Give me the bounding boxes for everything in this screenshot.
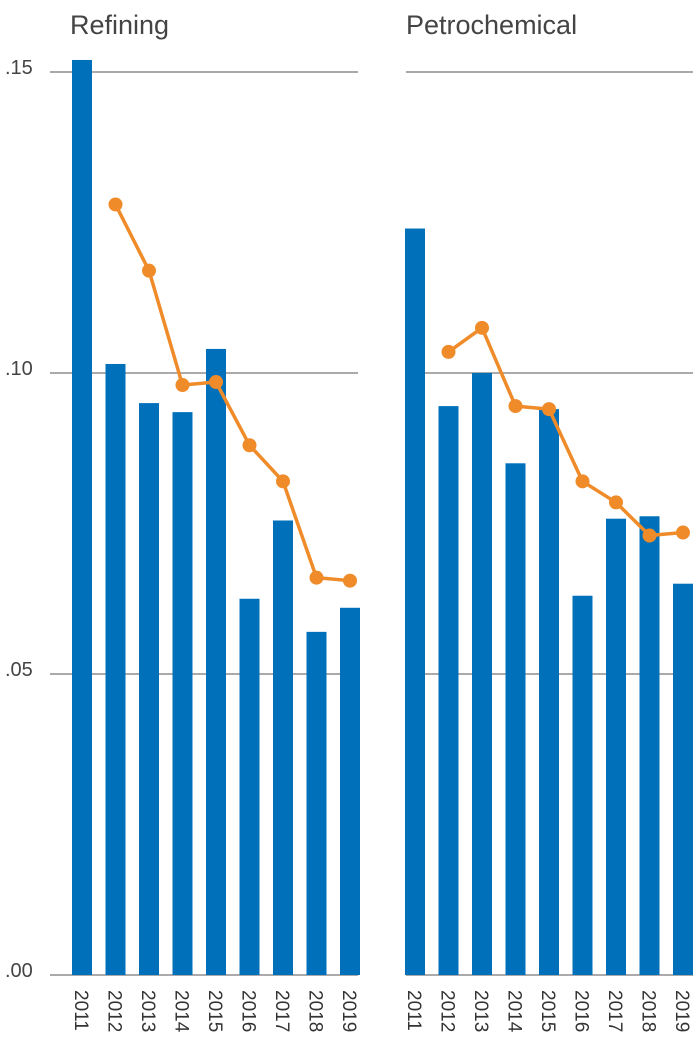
bar-2012: [105, 363, 126, 976]
lines-layer: [108, 197, 690, 588]
line-point-2016: [242, 438, 257, 453]
line-point-2019: [676, 525, 690, 540]
x-tick-label: 2011: [403, 990, 424, 1031]
x-tick-label: 2018: [305, 990, 326, 1032]
line-point-2014: [508, 399, 523, 414]
x-tick-label: 2013: [470, 990, 491, 1032]
bar-2016: [239, 598, 260, 975]
x-tick-label: 2015: [537, 990, 558, 1032]
y-tick-label: .10: [5, 358, 33, 380]
x-tick-label: 2014: [504, 990, 525, 1033]
x-tick-label: 2017: [271, 990, 292, 1032]
bar-2011: [72, 59, 92, 975]
trend-line: [113, 203, 351, 583]
panel-title: Petrochemical: [406, 10, 577, 40]
bar-2019: [673, 583, 693, 975]
x-tick-label: 2014: [171, 990, 192, 1033]
line-point-2013: [475, 320, 489, 335]
line-point-2017: [609, 495, 623, 510]
panel-title: Refining: [70, 10, 169, 40]
x-tick-label: 2012: [104, 990, 125, 1032]
bar-2018: [639, 516, 660, 975]
line-point-2015: [209, 375, 223, 390]
line-point-2018: [642, 528, 657, 543]
bar-2019: [340, 607, 360, 975]
line-point-2014: [175, 378, 190, 393]
bar-2016: [572, 595, 593, 975]
bar-2013: [472, 373, 492, 975]
bar-2017: [273, 520, 293, 975]
line-point-2012: [441, 344, 456, 359]
y-tick-label: .05: [5, 659, 33, 681]
x-tick-label: 2019: [671, 990, 692, 1032]
bar-2014: [505, 463, 526, 975]
bar-2011: [405, 228, 425, 975]
bar-2015: [539, 409, 559, 975]
x-tick-label: 2016: [571, 990, 592, 1032]
trend-line: [447, 326, 684, 538]
bar-2015: [206, 348, 226, 975]
bar-2013: [139, 403, 159, 976]
x-tick-label: 2011: [70, 990, 91, 1031]
labels-layer: Refining .15 .10 .05 .00 2011 2012 2013 2014 2015…: [5, 10, 692, 1033]
line-point-2015: [542, 402, 556, 417]
line-point-2016: [575, 474, 590, 489]
x-tick-label: 2015: [204, 990, 225, 1032]
line-point-2018: [309, 570, 324, 585]
x-tick-label: 2012: [437, 990, 458, 1032]
bars-layer: [72, 59, 693, 976]
x-tick-label: 2016: [238, 990, 259, 1032]
y-tick-label: .15: [5, 57, 33, 79]
line-point-2017: [276, 474, 290, 489]
bar-2014: [172, 412, 193, 975]
line-point-2013: [142, 263, 156, 278]
line-point-2019: [343, 573, 357, 588]
bar-2018: [306, 631, 327, 975]
line-point-2012: [108, 197, 123, 212]
x-tick-label: 2013: [137, 990, 158, 1032]
x-tick-label: 2017: [604, 990, 625, 1032]
bar-2017: [606, 518, 626, 975]
x-tick-label: 2019: [338, 990, 359, 1032]
bar-2012: [438, 406, 459, 975]
x-tick-label: 2018: [638, 990, 659, 1032]
y-tick-label: .00: [5, 960, 33, 982]
